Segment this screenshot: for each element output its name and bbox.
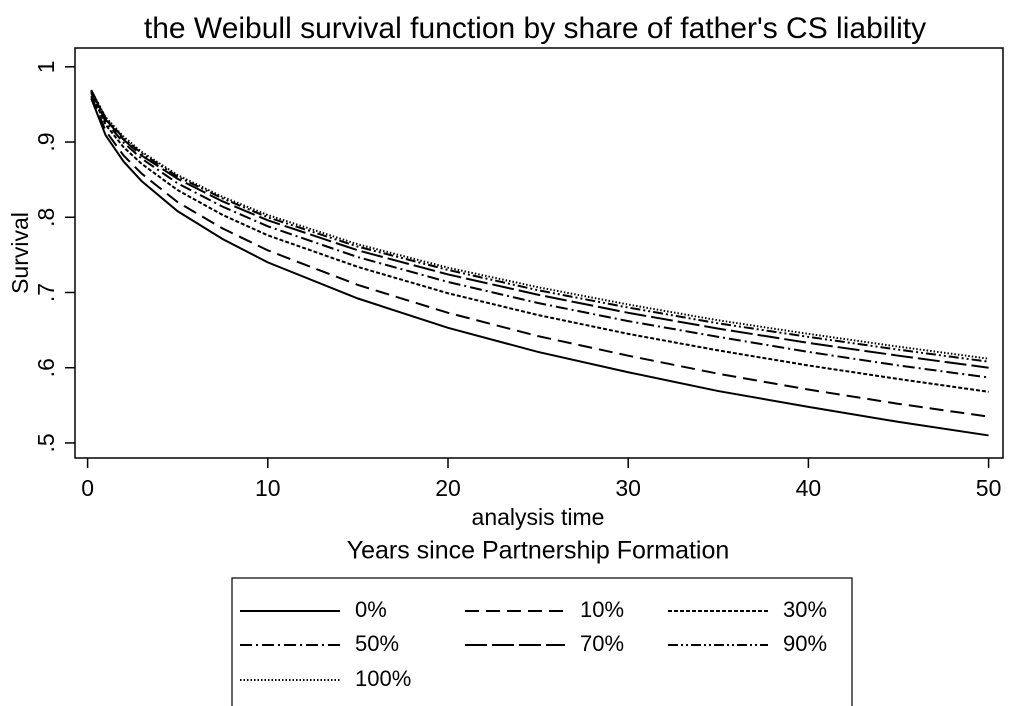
series-line [90, 90, 989, 369]
legend-label: 0% [355, 597, 387, 622]
y-tick-label: 1 [33, 60, 59, 73]
x-tick-label: 50 [976, 475, 1002, 501]
x-axis-note: Years since Partnership Formation [347, 537, 730, 565]
x-tick-label: 40 [796, 475, 822, 501]
y-tick-label: .9 [33, 132, 59, 151]
series-line [90, 98, 989, 437]
legend-label: 30% [783, 597, 827, 622]
y-tick-label: .6 [33, 358, 59, 377]
y-tick-label: .5 [33, 433, 59, 452]
legend-box [231, 577, 853, 706]
legend-label: 90% [783, 631, 827, 656]
y-tick-label: .8 [33, 208, 59, 227]
x-tick-label: 20 [435, 475, 461, 501]
x-tick-label: 10 [255, 475, 281, 501]
legend-label: 10% [580, 597, 624, 622]
x-tick-label: 0 [81, 475, 94, 501]
series-line [90, 92, 989, 393]
chart-title: the Weibull survival function by share o… [144, 12, 926, 45]
y-axis-label: Survival [7, 212, 33, 294]
legend-label: 70% [580, 631, 624, 656]
series-line [90, 91, 989, 379]
legend-label: 100% [355, 666, 411, 691]
series-line [90, 89, 989, 360]
y-tick-label: .7 [33, 283, 59, 302]
legend-label: 50% [355, 631, 399, 656]
plot-frame [74, 47, 1004, 459]
series-line [90, 95, 989, 418]
x-tick-label: 30 [615, 475, 641, 501]
series-line [90, 89, 989, 363]
x-axis-label: analysis time [472, 504, 605, 530]
